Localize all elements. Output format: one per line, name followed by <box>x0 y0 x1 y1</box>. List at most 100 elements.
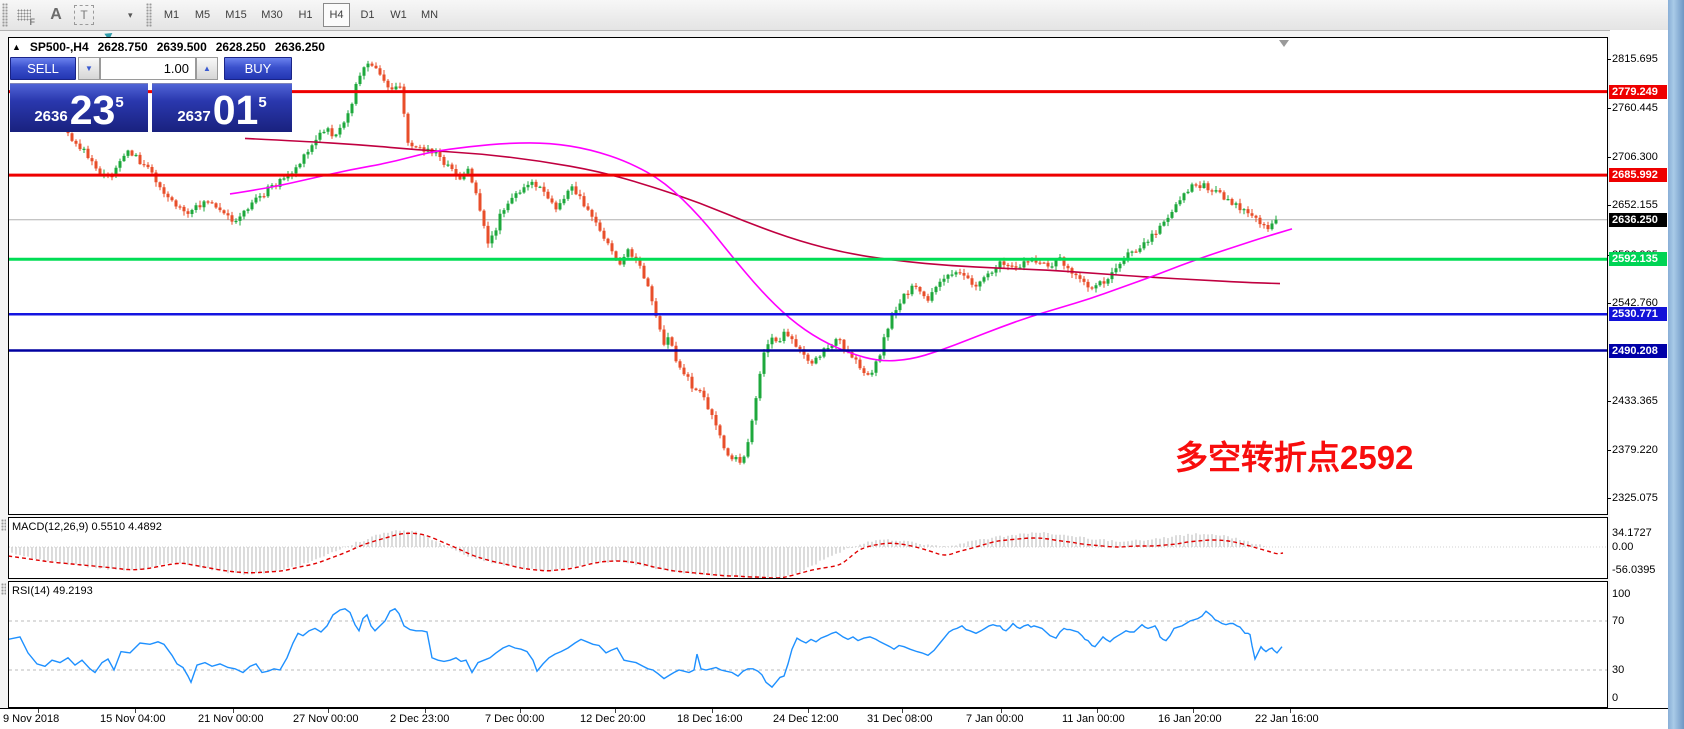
chart-symbol-header: ▲ SP500-,H4 2628.750 2639.500 2628.250 2… <box>12 40 325 54</box>
timeframe-button-m15[interactable]: M15 <box>225 9 247 21</box>
macd-histogram <box>11 530 1265 578</box>
macd-label: MACD(12,26,9) 0.5510 4.4892 <box>12 521 162 533</box>
price-tick-label: 2325.075 <box>1612 492 1658 505</box>
rsi-line <box>9 607 1283 689</box>
time-tick-mark <box>1097 709 1098 713</box>
time-label: 7 Jan 00:00 <box>966 713 1024 725</box>
rsi-tick-label: 70 <box>1612 615 1625 627</box>
price-tick-mark <box>1607 59 1611 60</box>
time-tick-mark <box>712 709 713 713</box>
macd-pane-grip[interactable] <box>1 519 6 531</box>
price-tick-label: 2542.760 <box>1612 297 1658 310</box>
volume-decrease-button[interactable]: ▼ <box>78 57 100 80</box>
timeframe-button-m30[interactable]: M30 <box>261 9 283 21</box>
price-tick-mark <box>1607 449 1611 451</box>
sell-price-sup: 5 <box>115 94 124 111</box>
sell-price-big: 23 <box>69 87 116 133</box>
time-tick-mark <box>328 709 329 713</box>
time-tick-mark <box>135 709 136 713</box>
timeframe-button-m5[interactable]: M5 <box>194 9 211 21</box>
volume-increase-button[interactable]: ▲ <box>196 57 218 80</box>
time-label: 18 Dec 16:00 <box>677 713 743 725</box>
price-tick-label: 2815.695 <box>1612 53 1658 65</box>
sell-price-box[interactable]: 2636 23 5 <box>10 83 148 132</box>
price-tick-label: 2379.220 <box>1612 443 1658 456</box>
buy-button[interactable]: BUY <box>224 57 292 80</box>
timeframe-button-w1[interactable]: W1 <box>390 9 407 21</box>
ohlc-close: 2636.250 <box>274 40 325 54</box>
timeframe-button-d1[interactable]: D1 <box>360 9 375 21</box>
ohlc-low: 2628.250 <box>215 40 266 54</box>
price-tick-label: 2433.365 <box>1612 395 1658 408</box>
rsi-tick-label: 100 <box>1612 588 1631 600</box>
timeframe-toolbar-grip[interactable] <box>146 3 152 27</box>
price-badge-2592.135: 2592.135 <box>1609 252 1667 267</box>
timeframe-button-h1[interactable]: H1 <box>298 9 313 21</box>
buy-price-prefix: 2637 <box>177 108 211 125</box>
price-tick-mark <box>1607 498 1611 500</box>
ohlc-open: 2628.750 <box>97 40 148 54</box>
sell-price-prefix: 2636 <box>34 108 68 125</box>
volume-input[interactable] <box>100 57 196 80</box>
ma-fast-line <box>229 142 1293 362</box>
time-axis[interactable]: 9 Nov 2018 15 Nov 04:00 21 Nov 00:00 27 Nov… <box>0 708 1668 729</box>
macd-tick-label: 34.1727 <box>1612 527 1652 539</box>
buy-price-box[interactable]: 2637 01 5 <box>152 83 292 132</box>
timeframe-button-h4[interactable]: H4 <box>323 3 350 27</box>
time-label: 7 Dec 00:00 <box>485 713 545 725</box>
time-label: 2 Dec 23:00 <box>390 713 450 725</box>
rsi-pane-grip[interactable] <box>1 583 6 595</box>
sell-button[interactable]: SELL <box>10 57 76 80</box>
time-label: 15 Nov 04:00 <box>100 713 166 725</box>
time-tick-mark <box>1001 709 1002 713</box>
time-label: 12 Dec 20:00 <box>580 713 646 725</box>
price-tick-mark <box>1607 108 1611 110</box>
symbol-triangle-icon: ▲ <box>12 42 21 52</box>
time-tick-mark <box>615 709 616 713</box>
time-tick-mark <box>425 709 426 713</box>
macd-tick-label: 0.00 <box>1612 541 1634 553</box>
time-tick-mark <box>233 709 234 713</box>
price-tick-mark <box>1607 303 1611 305</box>
text-label-icon[interactable]: A <box>50 6 62 23</box>
time-label: 21 Nov 00:00 <box>198 713 264 725</box>
price-badge-2490.208: 2490.208 <box>1609 343 1667 358</box>
price-axis[interactable]: 2815.6952760.4452706.3002652.1552596.905… <box>1607 30 1668 729</box>
time-tick-mark <box>1290 709 1291 713</box>
price-tick-label: 2652.155 <box>1612 199 1658 212</box>
buy-price-sup: 5 <box>258 94 267 111</box>
bull-candle-bodies <box>10 63 1278 463</box>
ohlc-high: 2639.500 <box>156 40 207 54</box>
timeframe-button-mn[interactable]: MN <box>420 9 439 21</box>
indicator-grid-icon[interactable]: F <box>12 3 36 27</box>
price-tick-mark <box>1607 156 1611 158</box>
rsi-tick-label: 0 <box>1612 692 1619 704</box>
price-tick-label: 2760.445 <box>1612 102 1658 115</box>
time-tick-mark <box>902 709 903 713</box>
price-badge-2779.249: 2779.249 <box>1609 84 1667 99</box>
time-label: 9 Nov 2018 <box>3 713 60 725</box>
price-badge-2685.992: 2685.992 <box>1609 168 1667 183</box>
rsi-panel[interactable] <box>8 581 1608 708</box>
rsi-tick-label: 30 <box>1612 664 1625 676</box>
price-tick-label: 2706.300 <box>1612 150 1658 163</box>
time-tick-mark <box>808 709 809 713</box>
time-label: 27 Nov 00:00 <box>293 713 359 725</box>
toolbar-grip[interactable] <box>2 3 8 27</box>
text-box-icon[interactable]: T <box>72 3 96 27</box>
time-label: 31 Dec 08:00 <box>867 713 933 725</box>
text-annotation: 多空转折点2592 <box>1175 439 1414 476</box>
symbol-timeframe: SP500-,H4 <box>29 40 89 54</box>
time-tick-mark <box>520 709 521 713</box>
ma-slow-line <box>244 137 1281 285</box>
time-label: 24 Dec 12:00 <box>773 713 839 725</box>
macd-panel[interactable] <box>8 517 1608 579</box>
toolbar: F A T ▾ M1 M5 M15 M30 H1 H4 D1 W1 MN <box>0 0 1684 48</box>
buy-price-big: 01 <box>212 87 259 133</box>
dropdown-caret-icon[interactable]: ▾ <box>128 10 133 20</box>
time-label: 22 Jan 16:00 <box>1255 713 1319 725</box>
timeframe-button-m1[interactable]: M1 <box>163 9 180 21</box>
price-tick-mark <box>1607 205 1611 207</box>
price-tick-mark <box>1607 401 1611 403</box>
